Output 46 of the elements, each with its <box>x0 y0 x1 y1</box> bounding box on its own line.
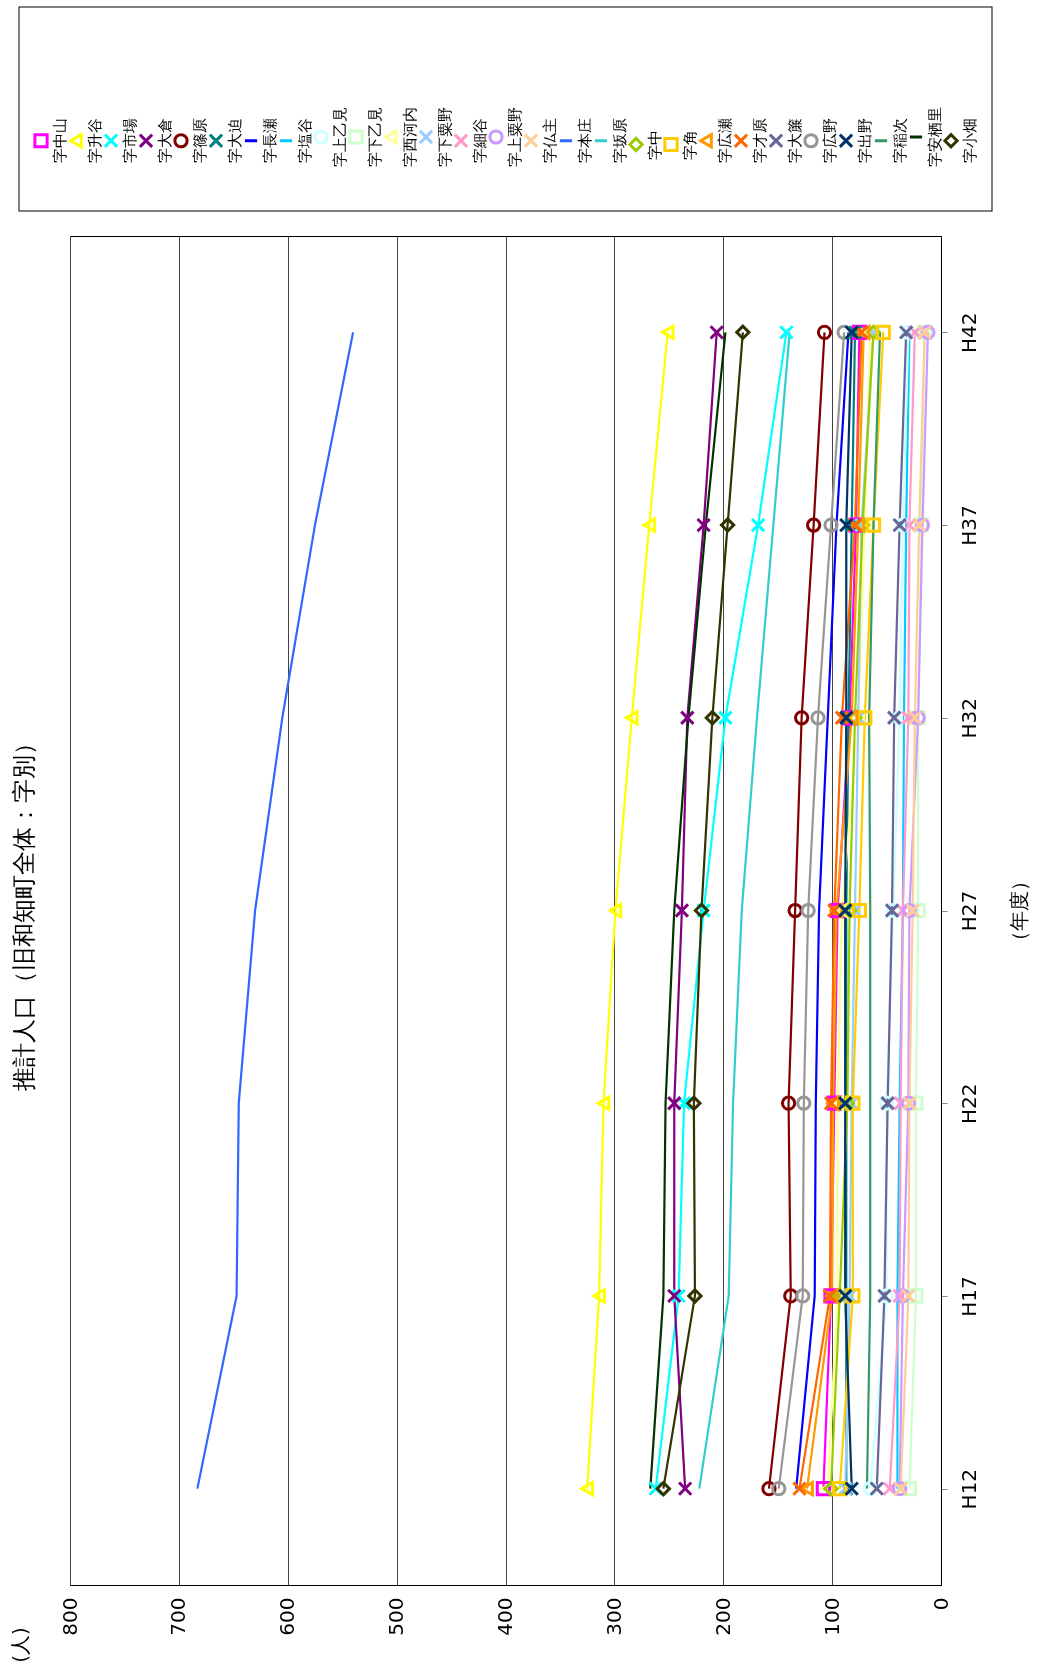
legend-label: 字仏主 <box>541 118 559 164</box>
y-tick-label: H32 <box>956 698 981 739</box>
y-tick-label: H37 <box>956 505 981 546</box>
legend-label: 字上乙見 <box>331 107 349 167</box>
y-tick-label: H22 <box>956 1083 981 1124</box>
x-tick-label: 800 <box>57 1597 82 1636</box>
legend-label: 字角 <box>681 129 699 160</box>
legend-label: 字下乙見 <box>366 107 384 167</box>
legend-label: 字出野 <box>856 118 874 164</box>
x-tick-label: 700 <box>166 1597 191 1636</box>
text: 推計人口（旧和知町全体：字別） <box>10 730 38 1091</box>
legend-label: 字大倉 <box>156 118 174 164</box>
x-tick-label: 200 <box>710 1597 735 1636</box>
legend-label: 字広瀬 <box>716 118 734 164</box>
x-tick-label: 500 <box>384 1597 409 1636</box>
legend-label: 字大迫 <box>226 118 244 164</box>
legend-label: 字長瀬 <box>261 118 279 164</box>
legend-label: 字才原 <box>751 118 769 164</box>
legend-label: 字大簾 <box>786 118 804 164</box>
legend-label: 字稲次 <box>891 118 909 164</box>
legend-label: 字本庄 <box>576 118 594 164</box>
legend-label: 字中 <box>646 129 664 160</box>
x-tick-label: 400 <box>493 1597 517 1636</box>
text: (人) <box>8 1627 32 1663</box>
legend-label: 字篠原 <box>191 118 209 164</box>
y-axis-title: （年度） <box>1006 871 1031 951</box>
y-tick-label: H12 <box>956 1468 981 1510</box>
x-tick-label: 600 <box>275 1597 300 1636</box>
legend-label: 字塩谷 <box>296 118 314 164</box>
legend-label: 字細谷 <box>471 118 489 164</box>
legend-label: 字市場 <box>121 118 139 164</box>
x-tick-label: 0 <box>928 1597 953 1611</box>
legend-label: 字上粟野 <box>506 107 524 167</box>
x-tick-label: 300 <box>601 1597 626 1636</box>
legend-label: 字小畑 <box>961 118 979 164</box>
y-tick-label: H42 <box>956 312 981 354</box>
legend-label: 字中山 <box>51 118 69 164</box>
legend-label: 字下粟野 <box>436 107 454 167</box>
x-tick-label: 100 <box>819 1597 844 1636</box>
legend-label: 字升谷 <box>86 118 104 164</box>
legend-label: 字坂原 <box>611 118 629 164</box>
y-tick-label: H27 <box>956 890 981 932</box>
legend-label: 字安栖里 <box>926 107 944 167</box>
y-tick-label: H17 <box>956 1276 981 1317</box>
legend-label: 字西河内 <box>401 107 419 167</box>
legend-label: 字広野 <box>821 118 839 164</box>
